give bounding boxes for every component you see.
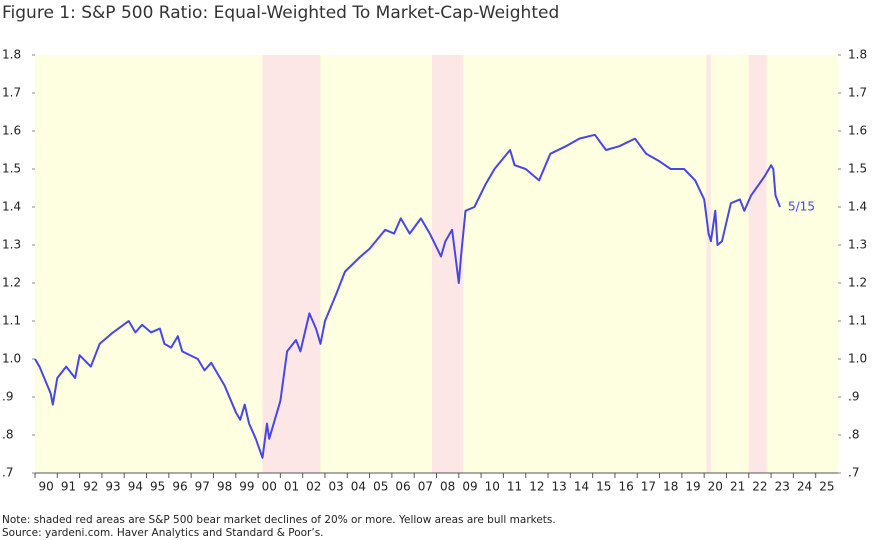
y2-tick-label: .8 <box>848 428 859 442</box>
x-tick-label: 90 <box>39 480 54 494</box>
chart-title: Figure 1: S&P 500 Ratio: Equal-Weighted … <box>2 3 559 23</box>
y2-tick-label: 1.4 <box>848 200 867 214</box>
y2-tick-label: 1.1 <box>848 314 867 328</box>
y-tick-label: 1.2 <box>2 276 21 290</box>
x-tick-label: 91 <box>61 480 76 494</box>
y-tick-label: 1.5 <box>2 162 21 176</box>
x-tick-label: 12 <box>529 480 544 494</box>
x-tick-label: 03 <box>328 480 343 494</box>
y2-tick-label: 1.8 <box>848 48 867 62</box>
y2-tick-label: 1.6 <box>848 124 867 138</box>
y2-tick-label: .7 <box>848 466 859 480</box>
x-tick-label: 99 <box>239 480 254 494</box>
x-tick-label: 00 <box>262 480 277 494</box>
x-tick-label: 09 <box>462 480 477 494</box>
x-tick-label: 14 <box>574 480 589 494</box>
y-tick-label: 1.1 <box>2 314 21 328</box>
x-tick-label: 22 <box>752 480 767 494</box>
y-tick-label: 1.4 <box>2 200 21 214</box>
bear-market <box>748 55 767 473</box>
x-tick-label: 92 <box>83 480 98 494</box>
x-tick-label: 10 <box>485 480 500 494</box>
x-tick-label: 18 <box>663 480 678 494</box>
y-tick-label: 1.0 <box>2 352 21 366</box>
y-tick-label: 1.3 <box>2 238 21 252</box>
y-tick-label: 1.6 <box>2 124 21 138</box>
x-tick-label: 07 <box>418 480 433 494</box>
x-tick-label: 13 <box>552 480 567 494</box>
x-tick-label: 96 <box>172 480 187 494</box>
y2-tick-label: 1.2 <box>848 276 867 290</box>
bear-market <box>432 55 464 473</box>
y-tick-label: 1.8 <box>2 48 21 62</box>
y-tick-label: .9 <box>2 390 13 404</box>
y2-tick-label: 1.5 <box>848 162 867 176</box>
x-tick-label: 93 <box>105 480 120 494</box>
y2-tick-label: 1.0 <box>848 352 867 366</box>
bear-market <box>706 55 711 473</box>
x-tick-label: 97 <box>195 480 210 494</box>
x-tick-label: 98 <box>217 480 232 494</box>
y-tick-label: .7 <box>2 466 13 480</box>
y2-tick-label: 1.3 <box>848 238 867 252</box>
end-annotation: 5/15 <box>788 200 815 214</box>
x-tick-label: 06 <box>395 480 410 494</box>
bear-market <box>262 55 321 473</box>
x-tick-label: 25 <box>819 480 834 494</box>
y2-tick-label: 1.7 <box>848 86 867 100</box>
x-tick-label: 23 <box>775 480 790 494</box>
shaded-regions <box>262 55 767 473</box>
x-tick-label: 08 <box>440 480 455 494</box>
x-tick-label: 05 <box>373 480 388 494</box>
x-tick-label: 01 <box>284 480 299 494</box>
x-tick-label: 20 <box>708 480 723 494</box>
x-tick-label: 04 <box>351 480 366 494</box>
series-line <box>34 133 781 459</box>
x-tick-label: 17 <box>641 480 656 494</box>
x-tick-label: 21 <box>730 480 745 494</box>
x-tick-label: 16 <box>618 480 633 494</box>
x-tick-label: 11 <box>507 480 522 494</box>
plot: 1.8 1.7 1.6 1.5 1.4 1.3 1.2 1.1 1.0 .9 .8 .7 1.8 1.7 1… <box>2 48 867 494</box>
source: Source: yardeni.com. Haver Analytics and… <box>2 527 324 539</box>
y-tick-label: .8 <box>2 428 13 442</box>
y-tick-label: 1.7 <box>2 86 21 100</box>
x-tick-label: 94 <box>128 480 143 494</box>
x-tick-label: 19 <box>685 480 700 494</box>
y2-tick-label: .9 <box>848 390 859 404</box>
x-tick-label: 95 <box>150 480 165 494</box>
note: Note: shaded red areas are S&P 500 bear … <box>2 514 556 526</box>
x-tick-label: 02 <box>306 480 321 494</box>
x-tick-label: 15 <box>596 480 611 494</box>
x-tick-label: 24 <box>797 480 812 494</box>
